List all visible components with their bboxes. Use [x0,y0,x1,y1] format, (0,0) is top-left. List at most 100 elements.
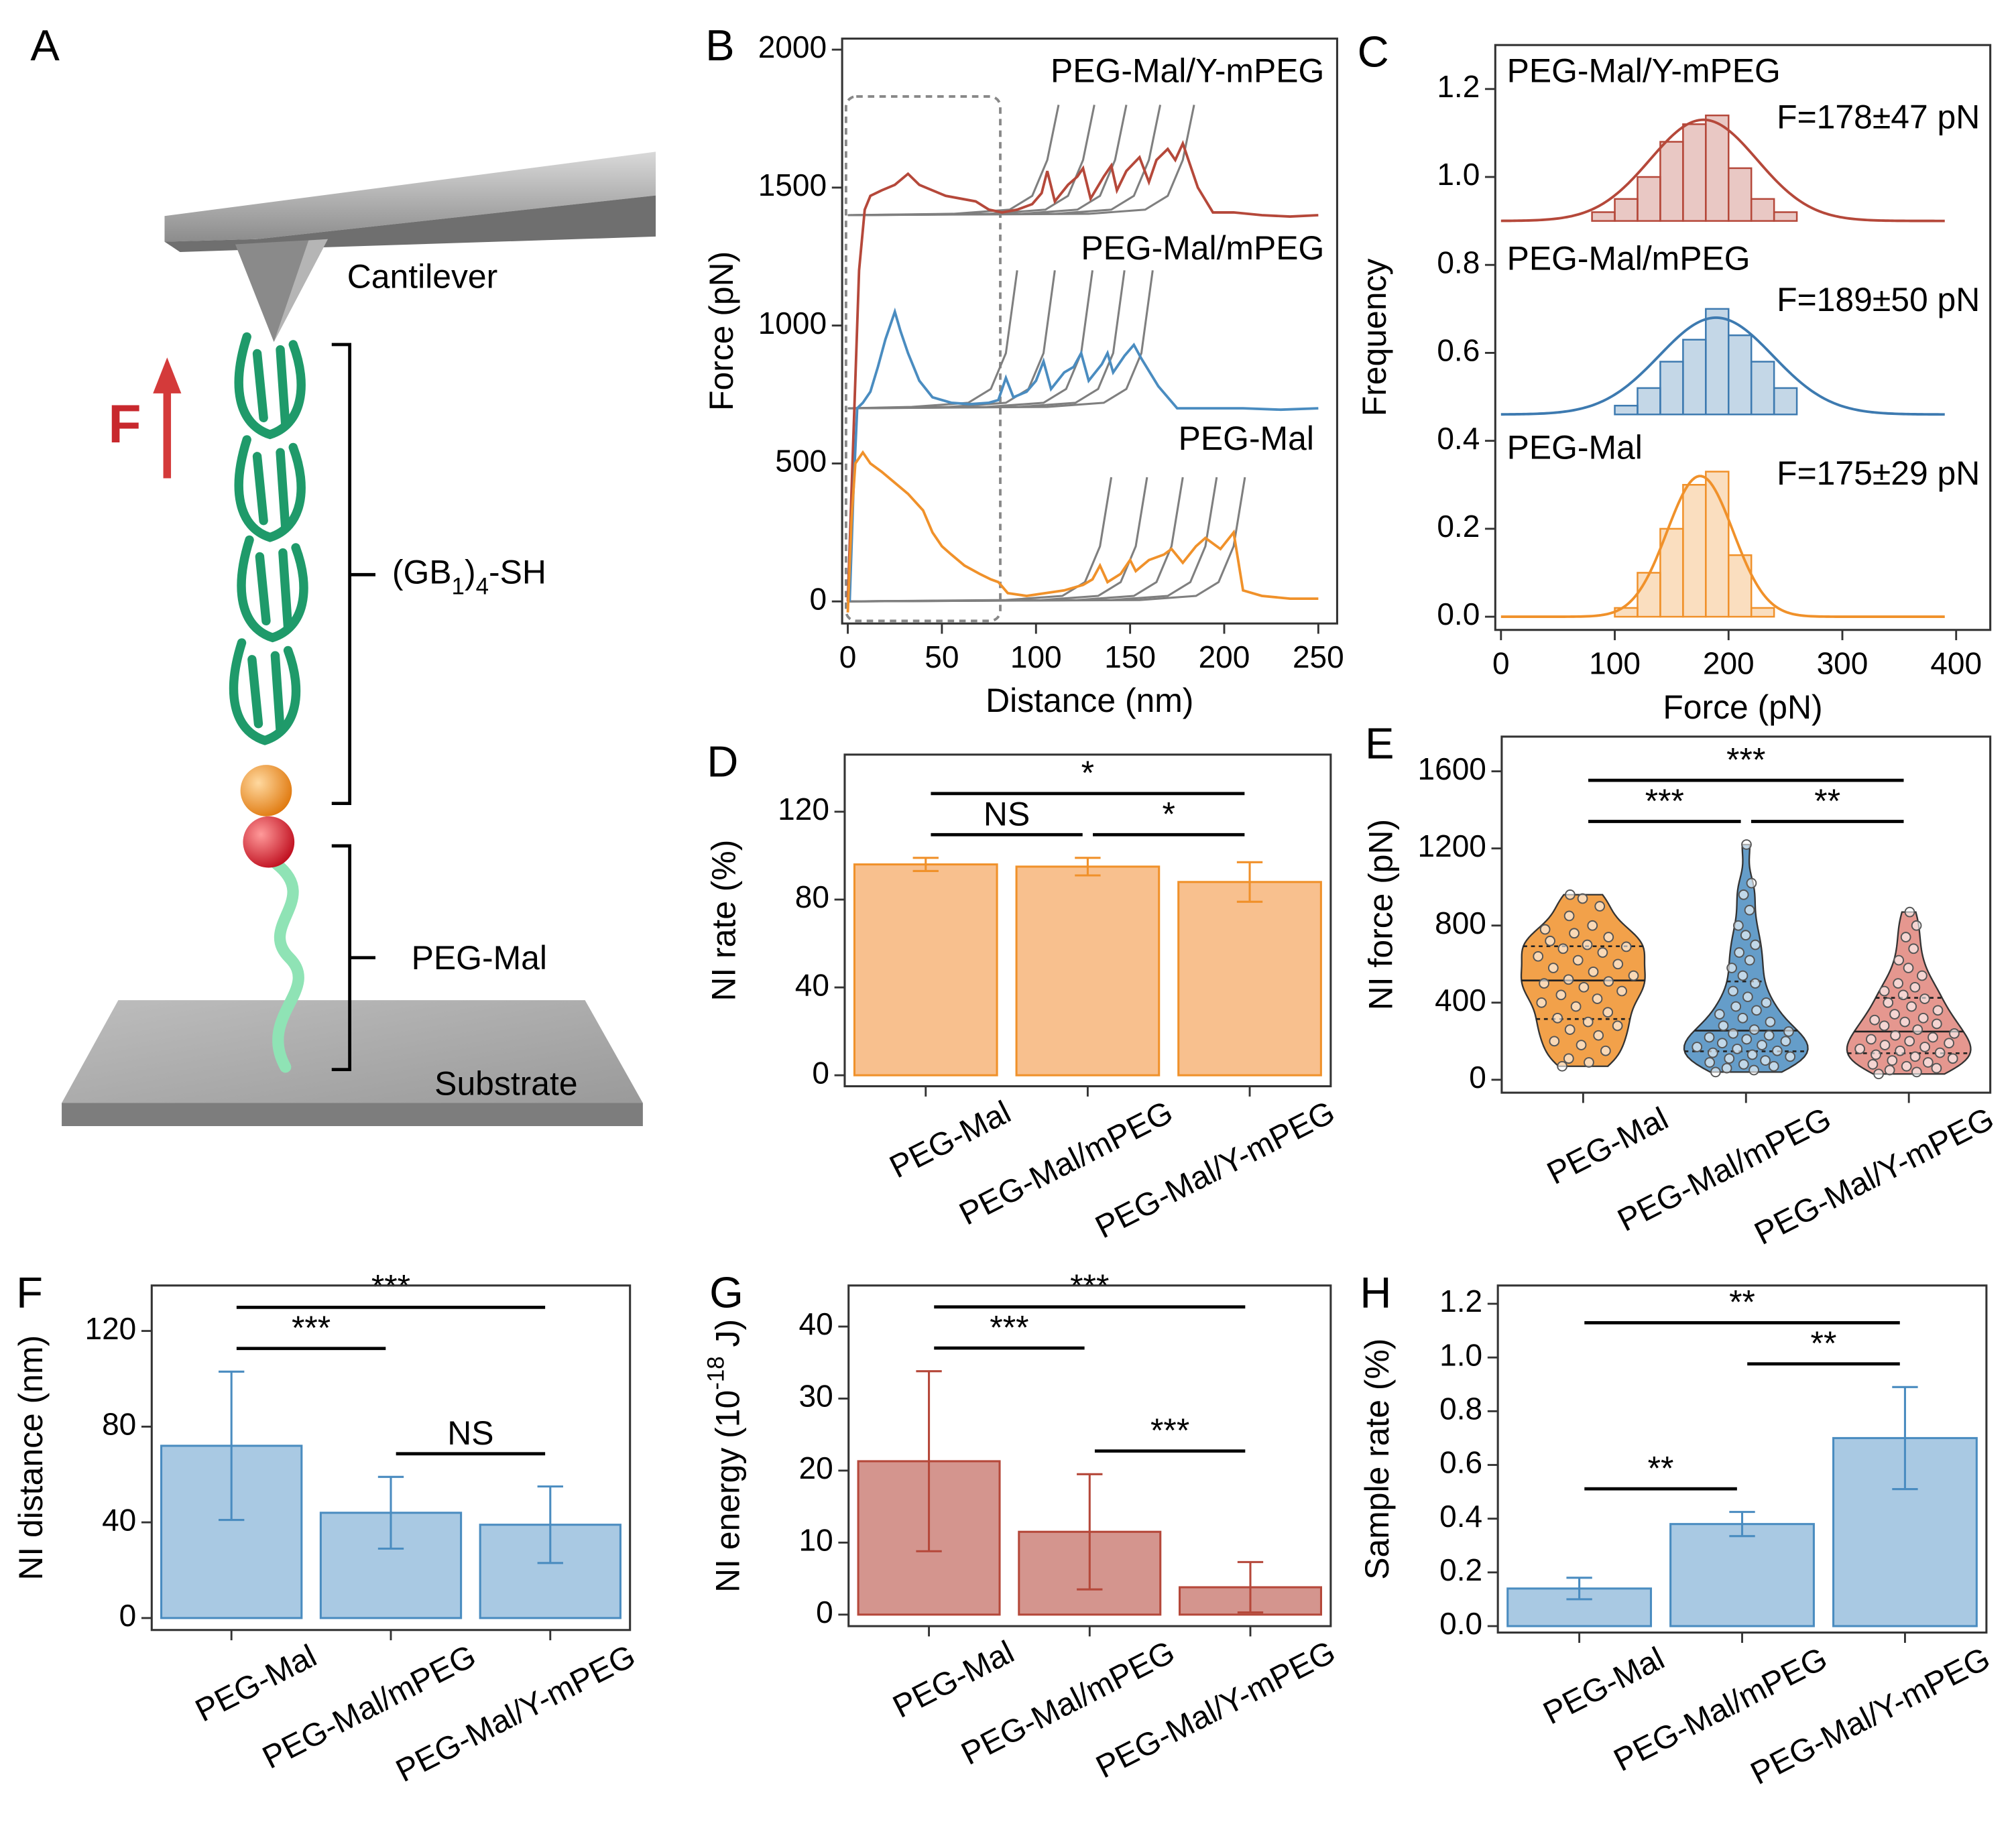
bracket-label-part: ) [465,553,476,591]
data-point [1908,943,1919,955]
bracket-label-part: (GB [392,553,452,591]
y-axis-title-part: NI energy (10 [709,1390,746,1593]
data-point [1732,1043,1743,1054]
data-point [1704,1057,1715,1068]
cantilever-label: Cantilever [347,257,497,295]
data-point [1603,932,1614,942]
data-point [1563,1053,1574,1064]
data-point [1879,1020,1890,1032]
panel-letter: G [709,1268,744,1316]
x-tick-label: PEG-Mal [1541,1101,1673,1192]
zoom-box [844,95,1002,623]
data-point [1718,1020,1729,1032]
y-tick-label: 1600 [1418,751,1486,786]
y-tick-label: 40 [799,1306,833,1341]
data-point [1744,904,1755,916]
histogram-bar [1659,141,1684,222]
significance-label: ** [1729,1284,1755,1321]
data-point [1780,1036,1791,1047]
data-point [1578,981,1590,993]
x-tick-label: 250 [1293,639,1344,674]
y-tick-label: 0.0 [1437,597,1480,631]
bracket [331,343,375,806]
force-curve [846,139,1319,602]
data-point [1866,1034,1877,1045]
plot-frame [843,753,1332,1088]
histogram-bar [1682,484,1707,618]
significance-label: *** [1150,1412,1189,1449]
series-label: PEG-Mal [1179,420,1314,457]
bar [1177,881,1322,1076]
fit-label: F=189±50 pN [1777,281,1980,318]
y-tick-label: 1500 [758,168,827,202]
data-point [1738,1058,1749,1070]
gaussian-fit [1500,475,1945,618]
y-tick-label: 1000 [758,306,827,341]
thiol-sphere [240,765,292,816]
x-tick-label: 200 [1703,646,1755,681]
plot-frame [1494,44,1992,631]
x-tick-label: PEG-Mal [888,1634,1020,1725]
data-point [1584,1057,1594,1068]
fit-curve [847,270,1056,410]
substrate-edge [62,1103,643,1127]
significance-label: * [1163,796,1175,833]
fit-curve [847,105,1195,217]
data-point [1737,1012,1748,1024]
force-curve [848,307,1319,602]
data-point [1744,955,1755,966]
data-point [1889,1009,1900,1020]
violin [1846,911,1972,1075]
histogram-bar [1773,387,1798,416]
y-axis-title-part: J) [709,1319,746,1356]
x-tick-label: PEG-Mal [190,1638,322,1729]
data-point [1748,1024,1760,1035]
x-tick-label: 100 [1589,646,1641,681]
data-point [1768,1060,1779,1072]
plot-frame [150,1284,632,1632]
fit-curve [847,477,1184,603]
x-tick-label: PEG-Mal [884,1095,1016,1186]
series-label: PEG-Mal/mPEG [1507,240,1751,278]
significance-label: *** [371,1268,410,1306]
data-point [1879,1040,1891,1050]
protein-domain [237,535,308,643]
y-tick-label: 0.2 [1437,509,1480,544]
data-point [1746,877,1757,889]
fit-curve [847,105,1162,217]
fit-curve [847,477,1218,603]
y-tick-label: 0.4 [1439,1499,1482,1534]
data-point [1726,963,1737,973]
histogram-bar [1773,211,1798,222]
x-tick-label: 300 [1817,646,1869,681]
data-point [1565,889,1576,900]
y-tick-label: 1.2 [1439,1284,1482,1318]
histogram-bar [1614,404,1639,416]
histogram-bar [1659,361,1684,416]
data-point [1737,970,1748,981]
panel-letter: B [705,21,734,70]
data-point [1760,1055,1771,1066]
data-point [1750,939,1761,950]
force-curve [846,450,1319,613]
data-point [1628,970,1639,981]
y-tick-label: 0.2 [1439,1552,1482,1587]
data-point [1592,993,1603,1004]
data-point [1721,1062,1732,1074]
data-point [1742,991,1753,1003]
data-point [1716,1038,1728,1049]
data-point [1893,955,1905,966]
data-point [1728,985,1738,997]
x-axis-title: Distance (nm) [986,682,1193,719]
data-point [1738,889,1749,900]
data-point [1708,1047,1718,1058]
data-point [1612,1020,1623,1032]
data-point [1582,939,1593,950]
cantilever [164,151,656,242]
histogram-bar [1591,211,1616,222]
data-point [1734,947,1745,958]
data-point [1919,1042,1930,1052]
bracket-label-part: 1 [452,573,465,599]
data-point [1911,920,1922,931]
